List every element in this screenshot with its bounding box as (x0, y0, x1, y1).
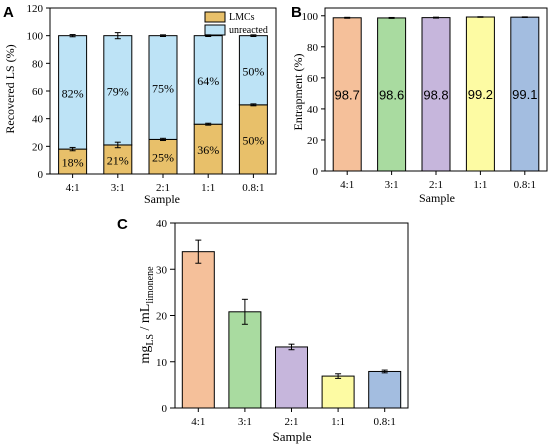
data-label-unreacted: 64% (197, 74, 219, 88)
x-tick-label: 1:1 (473, 179, 487, 191)
panel-a-y-axis-label: Recovered LS (%) (3, 44, 17, 133)
legend-label-lmcs: LMCs (229, 12, 255, 23)
y-tick-label: 60 (307, 73, 319, 85)
y-tick-label: 120 (27, 3, 44, 15)
y-tick-label: 20 (32, 141, 44, 153)
y-tick-label: 20 (307, 135, 319, 147)
bar-unreacted (148, 35, 178, 140)
x-tick-label: 0.8:1 (242, 182, 264, 194)
panel-c-label: C (117, 216, 128, 233)
y-tick-label: 0 (313, 166, 319, 178)
data-label: 98.8 (423, 87, 448, 102)
data-label: 99.1 (512, 87, 537, 102)
y-tick-label: 10 (156, 357, 168, 369)
x-tick-label: 3:1 (385, 179, 399, 191)
data-label-lmcs: 50% (242, 133, 264, 147)
bar (377, 17, 407, 172)
panel-c-chart: C mgLS / mLlimonene Sample 0 10 20 30 40 4:1 3… (117, 216, 409, 444)
legend-label-unreacted: unreacted (229, 25, 268, 36)
bar-lmcs (103, 144, 133, 175)
bar (275, 346, 308, 409)
data-label-lmcs: 25% (152, 151, 174, 165)
panel-b-y-axis-label: Entrapment (%) (291, 54, 305, 131)
bar (181, 251, 215, 409)
y-tick-label: 80 (307, 42, 319, 54)
x-tick-label: 2:1 (429, 179, 443, 191)
data-label-lmcs: 21% (107, 153, 129, 167)
data-label: 98.7 (335, 87, 360, 102)
panel-a-label: A (3, 4, 14, 21)
data-label: 99.2 (468, 87, 493, 102)
data-label-unreacted: 50% (242, 64, 264, 78)
bar (368, 370, 402, 409)
data-label: 98.6 (379, 87, 404, 102)
legend-swatch-lmcs (204, 11, 226, 23)
y-tick-label: 100 (302, 11, 319, 23)
y-tick-label: 40 (32, 114, 44, 126)
x-tick-label: 2:1 (156, 182, 170, 194)
bar (465, 16, 495, 172)
data-label-unreacted: 75% (152, 82, 174, 96)
x-tick-label: 4:1 (191, 416, 205, 428)
bar-lmcs (238, 104, 268, 175)
panel-b-label: B (291, 4, 302, 21)
data-label-lmcs: 36% (197, 143, 219, 157)
bar (321, 375, 355, 409)
x-tick-label: 1:1 (331, 416, 345, 428)
x-tick-label: 3:1 (238, 416, 252, 428)
bar-unreacted (193, 35, 223, 125)
x-tick-label: 0.8:1 (514, 179, 536, 191)
y-tick-label: 100 (27, 31, 44, 43)
panel-c-y-axis-label: mgLS / mLlimonene (138, 266, 156, 364)
y-tick-label: 80 (32, 58, 44, 70)
data-label-unreacted: 79% (107, 84, 129, 98)
panel-b-chart: B Entrapment (%) Sample 0 20 40 60 80 100 4:1 3… (291, 4, 548, 205)
panel-a-chart: A Recovered LS (%) Sample LMCs unreacted… (3, 3, 277, 206)
x-tick-label: 4:1 (340, 179, 354, 191)
panel-a-legend: LMCs unreacted (204, 11, 268, 36)
y-tick-label: 60 (32, 86, 44, 98)
y-tick-label: 40 (156, 218, 168, 230)
x-tick-label: 1:1 (201, 182, 215, 194)
data-label-unreacted: 82% (62, 86, 84, 100)
data-label-lmcs: 18% (62, 156, 84, 170)
bar-lmcs (148, 138, 178, 175)
bar (228, 311, 262, 409)
bar (421, 17, 451, 172)
y-tick-label: 0 (162, 403, 168, 415)
x-tick-label: 0.8:1 (374, 416, 396, 428)
panel-c-x-axis-label: Sample (273, 429, 312, 444)
panel-a-x-axis-label: Sample (144, 192, 180, 206)
panel-b-x-axis-label: Sample (419, 191, 455, 205)
y-tick-label: 40 (307, 104, 319, 116)
y-tick-label: 30 (156, 264, 168, 276)
legend-swatch-unreacted (204, 24, 226, 36)
y-tick-label: 0 (38, 169, 44, 181)
x-tick-label: 3:1 (111, 182, 125, 194)
x-tick-label: 4:1 (66, 182, 80, 194)
bar-unreacted (238, 35, 268, 106)
x-tick-label: 2:1 (284, 416, 298, 428)
bar (510, 16, 540, 172)
bar-lmcs (58, 148, 88, 175)
y-tick-label: 20 (156, 311, 168, 323)
